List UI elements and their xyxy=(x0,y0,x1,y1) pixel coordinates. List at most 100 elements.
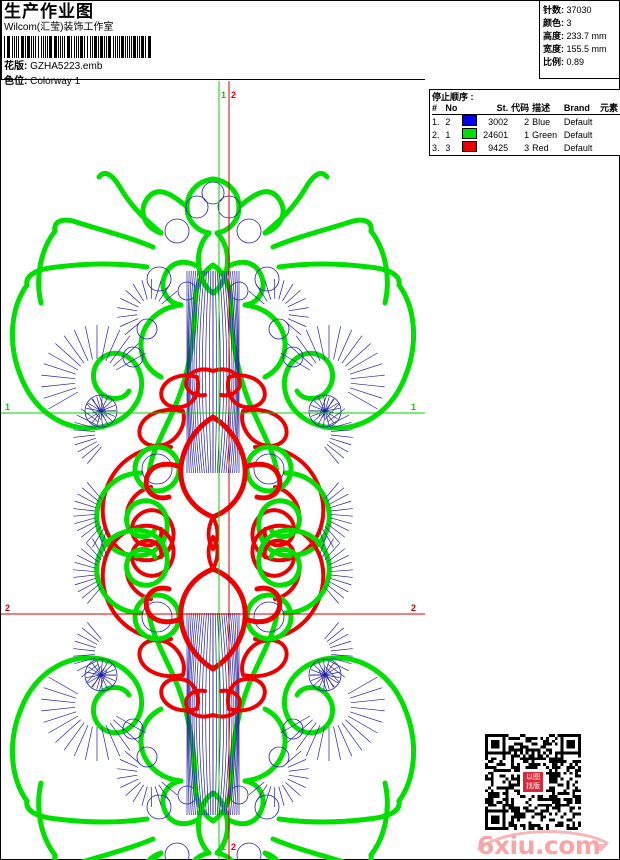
table-row[interactable]: 1. 2 3002 2 Blue Default xyxy=(432,115,620,129)
table-row[interactable]: 2. 1 24601 1 Green Default xyxy=(432,128,620,141)
fan-inner-upper xyxy=(154,280,162,300)
guide-h-2-label: 2 xyxy=(5,603,11,613)
wing-outer xyxy=(10,282,145,431)
mid-fan-left xyxy=(74,657,96,664)
colorway-label: 色位: xyxy=(4,76,28,87)
design-file-value: GZHA5223.emb xyxy=(30,61,103,72)
mid-fan-left-mirror xyxy=(321,398,334,418)
header-divider xyxy=(1,79,425,80)
crown-tendril-c-mirror xyxy=(276,261,402,288)
info-width-value: 155.5 mm xyxy=(566,44,607,54)
wheel-spokes-left xyxy=(100,397,108,412)
dot-ring-b-mirror xyxy=(236,842,262,860)
qr-code-icon[interactable] xyxy=(485,734,581,830)
cell-index: 3. xyxy=(432,142,440,153)
fan-upper-left xyxy=(43,387,77,399)
table-row[interactable]: 3. 3 9425 3 Red Default xyxy=(432,141,620,154)
fan-inner-upper xyxy=(124,321,141,336)
fan-inner-upper xyxy=(161,290,178,305)
mid-fan-left xyxy=(73,429,96,432)
mid-wing-curl-mirror xyxy=(256,547,302,588)
mid-wing-left xyxy=(94,470,170,559)
fan-upper-left-mirror xyxy=(280,715,311,734)
red-butterfly-lobe-mirror xyxy=(242,585,283,625)
fan-upper-left-mirror xyxy=(337,329,353,362)
fan-inner-upper xyxy=(117,768,138,772)
fan-upper-left xyxy=(101,326,109,360)
crown-inner-b-mirror xyxy=(224,259,266,308)
wheel-spokes-left xyxy=(88,666,102,676)
fan-upper-left xyxy=(41,706,76,712)
mid-fan-left-lower xyxy=(87,482,102,500)
wheel-spokes-left-mirror xyxy=(323,396,326,412)
mid-fan-left-mirror xyxy=(321,668,334,688)
mid-fan-left-lower xyxy=(80,523,99,538)
fan-inner-upper xyxy=(124,750,141,765)
mid-fan-left-lower-mirror xyxy=(328,493,349,505)
mid-ring-inner-mirror xyxy=(253,453,285,485)
fan-upper-left xyxy=(48,676,79,695)
color-sequence-body: 1. 2 3002 2 Blue Default 2. 1 24601 1 Green Default… xyxy=(432,115,620,155)
crown-tendril-b-mirror xyxy=(270,836,374,860)
mid-fan-left xyxy=(98,669,108,691)
fan-upper-left xyxy=(105,329,121,362)
mid-fan-left-mirror xyxy=(330,422,352,429)
mid-fan-left xyxy=(73,434,96,438)
wing-curl-mirror xyxy=(282,685,336,736)
vase-fill-left xyxy=(205,270,210,474)
fan-inner-upper xyxy=(125,290,141,304)
design-svg xyxy=(1,81,425,860)
cell-element xyxy=(600,128,620,141)
vase-fill-left xyxy=(205,612,210,816)
fan-upper-left-mirror xyxy=(295,722,317,751)
dot-ring-a xyxy=(185,195,209,219)
crown-tendril-b-mirror xyxy=(270,217,374,250)
fan-inner-upper-mirror xyxy=(288,314,309,318)
cell-brand: Default xyxy=(563,116,593,127)
info-scale-value: 0.89 xyxy=(566,57,585,67)
mid-ring-inner xyxy=(141,601,173,633)
wheel-left xyxy=(84,658,118,692)
wheel-spokes-left-mirror xyxy=(310,405,326,412)
fan-inner-upper xyxy=(117,307,138,312)
mid-ring-inner xyxy=(141,453,173,485)
fan-inner-upper-mirror xyxy=(264,786,272,806)
wheel-spokes-left xyxy=(100,674,103,690)
dot-ring-b xyxy=(164,218,190,244)
wheel-spokes-left-mirror xyxy=(324,662,335,676)
wheel-spokes-left xyxy=(86,674,102,678)
info-scale: 比例: 0.89 xyxy=(543,56,620,69)
mid-fan-left-mirror xyxy=(330,438,352,446)
fan-upper-left-mirror xyxy=(347,676,378,695)
red-center-bud xyxy=(184,688,215,719)
info-height-value: 233.7 mm xyxy=(566,31,607,41)
vase-fill-left xyxy=(188,270,194,474)
wing-outer xyxy=(10,655,145,804)
wheel-spokes-left xyxy=(100,674,108,689)
mid-fan-left-mirror xyxy=(324,446,339,464)
red-petal-b xyxy=(137,407,186,448)
crown-arc-top-mirror xyxy=(210,176,242,236)
fan-inner-upper xyxy=(120,298,139,308)
cell-brand: Default xyxy=(563,142,593,153)
fan-upper-left xyxy=(48,715,79,734)
mid-fan-left-lower xyxy=(92,538,105,558)
design-file-label: 花版: xyxy=(4,61,28,72)
colorway-row: 色位: Colorway 1 xyxy=(4,75,152,88)
crown-arc-top xyxy=(184,176,216,236)
guide-v-2-label: 2 xyxy=(231,90,237,100)
fan-upper-left xyxy=(41,374,76,380)
color-sequence-panel: 停止顺序 : # No St. 代码 描述 Brand 元素 1. 2 3002 2 B… xyxy=(429,89,620,156)
cell-no: 2 xyxy=(445,116,451,127)
dot-ring-e-mirror xyxy=(282,718,304,740)
wheel-left-mirror xyxy=(308,394,342,428)
qr-code-block[interactable]: 以图找版 xyxy=(485,734,581,830)
mid-fan-left-lower xyxy=(74,578,96,586)
mid-fan-left-lower-mirror xyxy=(324,482,339,500)
wheel-spokes-left-mirror xyxy=(324,671,340,676)
mid-fan-left-lower xyxy=(92,528,105,548)
color-swatch xyxy=(461,115,480,129)
mid-fan-left-mirror xyxy=(324,622,339,640)
wing-curl xyxy=(90,685,144,736)
info-colors: 颜色: 3 xyxy=(543,17,620,30)
